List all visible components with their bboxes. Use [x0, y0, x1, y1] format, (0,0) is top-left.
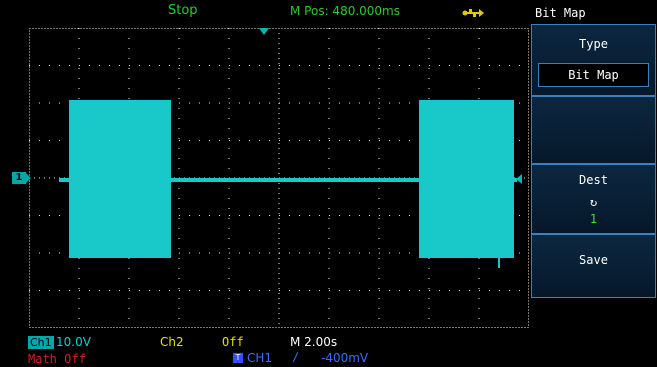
ch2-tag: Ch2: [160, 335, 184, 349]
cycle-arrow-icon: ↻: [589, 195, 598, 209]
ch2-state: Off: [222, 335, 244, 349]
usb-icon: [462, 9, 484, 17]
ch1-volts-div: 10.0V: [56, 335, 91, 349]
type-value: Bit Map: [538, 63, 649, 87]
trigger-position-marker-icon: [259, 28, 269, 35]
timebase: M 2.00s: [290, 335, 338, 349]
ch1-tag: Ch1: [28, 336, 54, 349]
trigger-source: CH1: [247, 351, 273, 365]
type-label: Type: [579, 37, 608, 51]
save-menu-button[interactable]: Save: [531, 234, 656, 298]
waveform-display: [29, 28, 529, 328]
memory-position: M Pos: 480.000ms: [290, 4, 400, 18]
save-label: Save: [579, 253, 608, 267]
channel1-ground-marker-icon: 1: [12, 172, 31, 184]
trace-baseline: [59, 178, 517, 182]
menu-title: Bit Map: [535, 6, 586, 20]
dest-value: 1: [589, 212, 598, 226]
top-status-bar: Stop M Pos: 480.000ms: [0, 0, 530, 24]
trigger-level-marker-icon: [516, 174, 522, 184]
dest-menu-button[interactable]: Dest ↻ 1: [531, 164, 656, 234]
run-state: Stop: [168, 3, 198, 18]
math-state: Math Off: [28, 352, 86, 366]
rising-edge-icon: ∕: [292, 350, 300, 364]
empty-menu-button[interactable]: [531, 96, 656, 164]
type-menu-button[interactable]: Type Bit Map: [531, 24, 656, 96]
trigger-level: -400mV: [321, 351, 369, 365]
dest-label: Dest: [579, 173, 608, 187]
trigger-source-icon: T: [233, 353, 243, 363]
graticule: [29, 28, 529, 328]
